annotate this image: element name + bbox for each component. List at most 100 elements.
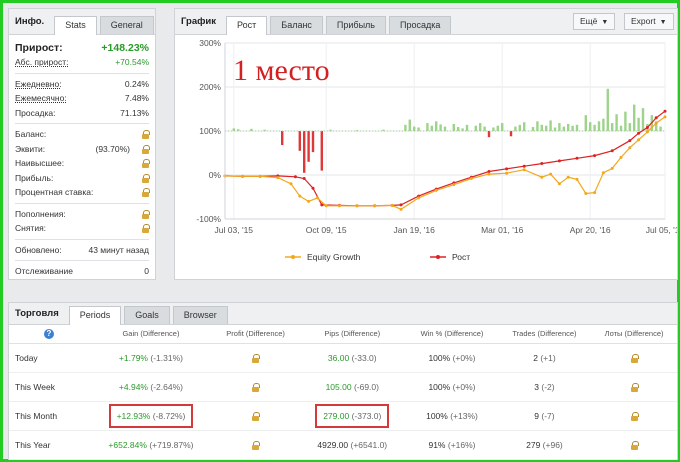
tab-goals[interactable]: Goals	[124, 306, 170, 324]
x-tick-label: Jul 05, '16	[646, 225, 677, 235]
lock-icon	[252, 383, 261, 392]
tab-drawdown[interactable]: Просадка	[389, 16, 452, 34]
series-point	[241, 174, 245, 178]
gain-value: +4.94%	[118, 381, 148, 392]
series-line	[224, 116, 666, 210]
series-point	[628, 146, 632, 150]
series-point	[593, 191, 597, 195]
trades-value: 279	[526, 439, 541, 450]
help-icon[interactable]: ?	[44, 328, 54, 339]
series-point	[654, 116, 658, 120]
trades-diff: (+1)	[540, 352, 556, 363]
profit-cell	[212, 401, 299, 431]
win-value: 100%	[428, 381, 451, 392]
series-point	[293, 175, 297, 179]
series-point	[637, 138, 641, 142]
chart-bar	[408, 119, 411, 131]
chart-bar	[553, 127, 557, 131]
trades-cell: 2 (+1)	[497, 343, 592, 373]
chart-bar	[496, 125, 499, 131]
lots-cell	[591, 343, 677, 373]
win-diff: (+0%)	[452, 352, 476, 363]
chart-bar	[659, 126, 662, 131]
chart-bar	[382, 129, 385, 131]
series-point	[373, 204, 377, 208]
gain-cell: +4.94% (-2.64%)	[89, 372, 213, 402]
chart-bar	[311, 131, 315, 153]
pips-cell: 4929.00 (+6541.0)	[298, 430, 407, 460]
export-button[interactable]: Export ▼	[624, 13, 674, 30]
win-diff: (+0%)	[452, 381, 476, 392]
gain-diff: (+719.87%)	[149, 439, 194, 450]
win-diff: (+13%)	[450, 410, 478, 421]
header-trades: Trades (Difference)	[497, 325, 592, 344]
legend-swatch-dot	[436, 255, 440, 259]
pips-cell: 36.00 (-33.0)	[298, 343, 407, 373]
chart-bar	[619, 125, 623, 131]
equity-row: Эквити: (93.70%)	[15, 142, 150, 157]
tracking-value: 0	[144, 266, 149, 276]
tab-profit[interactable]: Прибыль	[325, 16, 386, 34]
highlight-box: 279.00 (-373.0)	[315, 403, 390, 428]
updated-row: Обновлено: 43 минут назад	[15, 243, 149, 258]
chart-bar	[589, 122, 592, 131]
lots-cell	[591, 372, 677, 402]
series-point	[601, 171, 605, 175]
tab-browser[interactable]: Browser	[172, 306, 228, 324]
chart-bar	[571, 125, 574, 131]
period-label: This Month	[9, 401, 89, 431]
pips-cell: 105.00 (-69.0)	[298, 372, 407, 402]
chart-panel: График Рост Баланс Прибыль Просадка Ещё ▼…	[174, 8, 678, 280]
lots-cell	[591, 401, 677, 431]
info-panel-header: Инфо. Stats General	[9, 9, 155, 35]
chart-bar	[558, 123, 561, 131]
gain-value: +1.79%	[118, 352, 148, 363]
period-label: Today	[9, 343, 89, 373]
series-point	[637, 131, 641, 135]
lock-icon	[252, 354, 261, 363]
abs-growth-value: +70.54%	[115, 57, 149, 67]
chart-bar	[628, 123, 631, 131]
tab-growth[interactable]: Рост	[226, 16, 268, 35]
chart-bar	[430, 125, 433, 131]
header-win: Win % (Difference)	[406, 325, 498, 344]
interest-label: Процентная ставка:	[15, 187, 94, 197]
chart-bar	[633, 104, 636, 131]
chart-bar	[461, 128, 464, 131]
tab-general[interactable]: General	[99, 16, 154, 34]
more-button[interactable]: Ещё ▼	[573, 13, 616, 30]
trading-panel-title: Торговля	[15, 308, 59, 319]
lots-cell	[591, 430, 677, 460]
series-point	[663, 109, 667, 113]
chart-bar	[536, 121, 539, 131]
series-point	[566, 175, 570, 179]
lock-icon	[142, 159, 150, 168]
gain-diff: (-2.64%)	[150, 381, 183, 392]
withdrawals-row: Снятия:	[15, 221, 150, 236]
gain-diff: (-8.72%)	[152, 410, 186, 421]
series-point	[557, 182, 561, 186]
tab-periods[interactable]: Periods	[68, 306, 122, 325]
chart-bar	[597, 121, 601, 131]
pips-diff: (+6541.0)	[350, 439, 388, 450]
tab-stats[interactable]: Stats	[54, 16, 97, 35]
monthly-value: 7.48%	[124, 93, 149, 103]
deposits-label: Пополнения:	[15, 208, 66, 219]
tab-balance[interactable]: Баланс	[270, 16, 323, 34]
chart-bar	[509, 131, 513, 137]
series-point	[584, 191, 588, 195]
chart-bar	[518, 124, 521, 131]
chart-bar	[492, 127, 495, 131]
lock-icon	[630, 383, 639, 392]
series-point	[390, 203, 394, 207]
drawdown-value: 71.13%	[120, 107, 149, 118]
daily-row: Ежедневно: 0.24%	[15, 77, 149, 92]
chart-bar	[611, 123, 614, 131]
chart-bar	[281, 131, 284, 146]
chart-bar	[439, 124, 442, 131]
trading-panel-header: Торговля Periods Goals Browser	[9, 303, 677, 325]
chart-bar	[655, 121, 658, 131]
series-point	[505, 171, 509, 175]
lock-icon	[252, 441, 261, 450]
series-point	[311, 186, 315, 190]
